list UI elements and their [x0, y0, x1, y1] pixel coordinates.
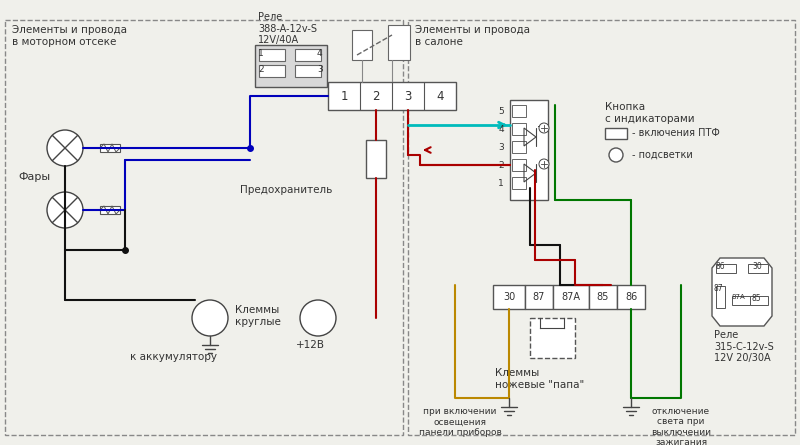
Bar: [352, 30, 372, 60]
Bar: [328, 82, 456, 110]
Text: 5: 5: [498, 106, 504, 116]
Text: 4: 4: [436, 89, 444, 102]
Bar: [748, 264, 768, 273]
Text: 85: 85: [597, 292, 609, 302]
Bar: [605, 128, 627, 139]
Bar: [100, 144, 120, 152]
Text: 2: 2: [372, 89, 380, 102]
Bar: [512, 105, 526, 117]
Bar: [295, 49, 321, 61]
Text: 3: 3: [404, 89, 412, 102]
Text: Элементы и провода
в моторном отсеке: Элементы и провода в моторном отсеке: [12, 25, 127, 47]
Bar: [510, 100, 548, 200]
Text: 2: 2: [498, 161, 504, 170]
Text: - подсветки: - подсветки: [632, 150, 693, 160]
Circle shape: [539, 159, 549, 169]
Text: Кнопка
с индикаторами: Кнопка с индикаторами: [605, 102, 694, 124]
Bar: [512, 177, 526, 189]
Text: 4: 4: [317, 49, 322, 58]
Text: 86: 86: [625, 292, 637, 302]
Bar: [5, 20, 403, 435]
Text: отключение
света при
выключении
зажигания: отключение света при выключении зажигани…: [651, 407, 711, 445]
Circle shape: [539, 123, 549, 133]
Bar: [408, 20, 795, 435]
Text: 2: 2: [258, 65, 264, 74]
Text: Клеммы
ножевые "папа": Клеммы ножевые "папа": [495, 368, 584, 390]
Text: 87: 87: [533, 292, 545, 302]
Circle shape: [192, 300, 228, 336]
Text: 87: 87: [714, 284, 724, 293]
Text: к аккумулятору: к аккумулятору: [130, 352, 217, 362]
Text: 4: 4: [498, 125, 504, 134]
Text: 1: 1: [498, 178, 504, 187]
Bar: [493, 285, 525, 309]
Text: Реле
388-A-12v-S
12V/40A: Реле 388-A-12v-S 12V/40A: [258, 12, 317, 45]
Text: 1: 1: [340, 89, 348, 102]
Text: 30: 30: [752, 262, 762, 271]
Polygon shape: [712, 258, 772, 326]
Bar: [525, 285, 553, 309]
Bar: [589, 285, 617, 309]
Bar: [553, 285, 589, 309]
Text: 87A: 87A: [731, 294, 745, 300]
Text: 87A: 87A: [562, 292, 581, 302]
Bar: [259, 65, 285, 77]
Text: 3: 3: [498, 142, 504, 151]
Text: - включения ПТФ: - включения ПТФ: [632, 128, 720, 138]
Text: Клеммы
круглые: Клеммы круглые: [235, 305, 281, 327]
Bar: [512, 141, 526, 153]
Text: Предохранитель: Предохранитель: [240, 185, 332, 195]
Text: +12В: +12В: [295, 340, 325, 350]
Bar: [716, 264, 736, 273]
Bar: [617, 285, 645, 309]
Text: 85: 85: [752, 294, 762, 303]
Bar: [512, 159, 526, 171]
Bar: [512, 123, 526, 135]
Bar: [530, 318, 575, 358]
Bar: [366, 140, 386, 178]
Bar: [716, 286, 725, 308]
Text: 3: 3: [317, 65, 322, 74]
Bar: [259, 49, 285, 61]
Bar: [750, 296, 768, 305]
Text: при включении
освещения
панели приборов: при включении освещения панели приборов: [418, 407, 502, 437]
Circle shape: [47, 192, 83, 228]
Circle shape: [47, 130, 83, 166]
Text: Реле
315-C-12v-S
12V 20/30A: Реле 315-C-12v-S 12V 20/30A: [714, 330, 774, 363]
Bar: [388, 25, 410, 60]
Bar: [295, 65, 321, 77]
Bar: [732, 296, 752, 305]
Circle shape: [609, 148, 623, 162]
Text: 86: 86: [715, 262, 725, 271]
Bar: [255, 45, 327, 87]
Circle shape: [300, 300, 336, 336]
Text: Элементы и провода
в салоне: Элементы и провода в салоне: [415, 25, 530, 47]
Text: 1: 1: [258, 49, 264, 58]
Text: Фары: Фары: [18, 172, 50, 182]
Text: 30: 30: [503, 292, 515, 302]
Bar: [100, 206, 120, 214]
